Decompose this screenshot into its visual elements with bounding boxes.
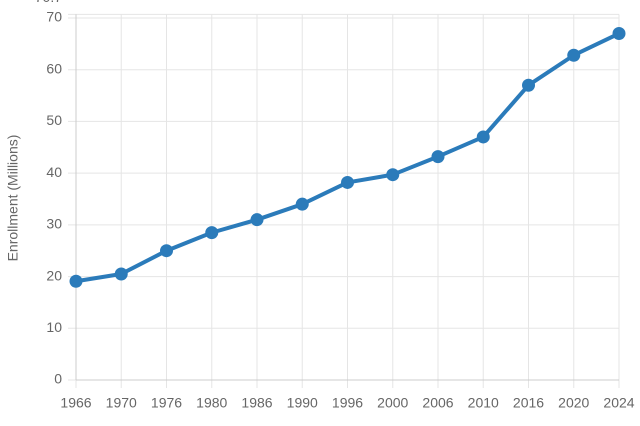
point: [341, 175, 354, 189]
y-tick-label: 60: [46, 60, 62, 76]
point: [567, 48, 581, 62]
x-tick-label: 2024: [603, 395, 634, 411]
point: [522, 78, 535, 92]
point: [160, 244, 173, 258]
x-tick-label: 2020: [558, 395, 589, 411]
x-tick-label: 2016: [513, 395, 544, 411]
x-tick-label: 1990: [287, 395, 318, 411]
x-tick-label: 1980: [196, 395, 227, 411]
x-tick-label: 2010: [468, 395, 499, 411]
y-tick-label: 20: [46, 267, 62, 283]
x-tick-label: 1986: [241, 395, 272, 411]
point: [431, 150, 445, 164]
y-tick-label: 10: [46, 319, 62, 335]
point: [114, 267, 128, 281]
point: [386, 168, 400, 182]
x-tick-label: 2006: [422, 395, 453, 411]
point: [295, 197, 309, 211]
point: [476, 130, 490, 144]
point: [69, 274, 83, 288]
point: [250, 213, 264, 227]
point: [205, 226, 219, 240]
y-tick-label: 30: [46, 216, 62, 232]
y-tick-label: 0: [54, 371, 62, 387]
y-tick-label: 70.7: [35, 0, 62, 5]
y-tick-label: 40: [46, 164, 62, 180]
y-axis-title: Enrollment (Millions): [5, 135, 21, 262]
x-tick-label: 1976: [151, 395, 182, 411]
x-tick-label: 1996: [332, 395, 363, 411]
y-tick-label: 70: [46, 9, 62, 25]
x-tick-label: 1970: [106, 395, 137, 411]
y-tick-label: 50: [46, 112, 62, 128]
x-tick-label: 1966: [60, 395, 91, 411]
point: [612, 27, 626, 41]
x-tick-label: 2000: [377, 395, 408, 411]
